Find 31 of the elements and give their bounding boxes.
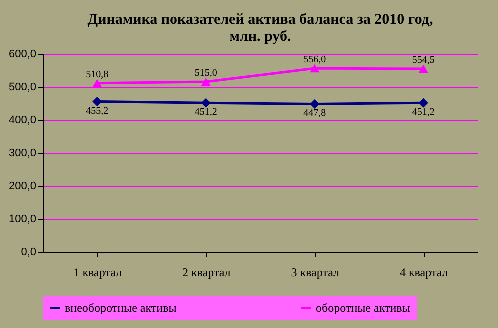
y-tick-label: 0,0: [21, 246, 36, 258]
x-tick-label: 2 квартал: [182, 266, 231, 280]
legend-label: внеоборотные активы: [65, 301, 177, 315]
x-tick-label: 3 квартал: [291, 266, 340, 280]
data-label: 556,0: [304, 54, 326, 66]
data-label: 455,2: [86, 106, 109, 117]
point: [418, 64, 428, 74]
point: [92, 79, 102, 88]
point: [310, 99, 320, 109]
point: [92, 97, 102, 107]
legend-label: оборотные активы: [316, 301, 410, 315]
data-label: 515,0: [194, 68, 218, 80]
x-tick-label: 4 квартал: [400, 266, 448, 280]
y-tick-label: 200,0: [8, 180, 36, 192]
y-tick-label: 300,0: [8, 148, 36, 160]
point: [201, 78, 211, 86]
text: Динамика показателей актива баланса за 2010 год,: [88, 12, 434, 28]
data-label: 554,5: [412, 55, 435, 66]
point: [310, 64, 320, 73]
x-tick-label: 1 квартал: [74, 266, 122, 280]
data-label: 451,2: [194, 107, 218, 118]
y-tick-label: 600,0: [8, 48, 36, 60]
point: [201, 98, 211, 108]
data-label: 510,8: [86, 69, 109, 80]
y-tick-label: 400,0: [8, 114, 36, 126]
y-tick-label: 500,0: [8, 82, 36, 94]
data-label: 451,2: [412, 107, 435, 118]
data-label: 447,8: [304, 108, 326, 120]
y-tick-label: 100,0: [8, 214, 36, 226]
text: млн. руб.: [230, 29, 292, 45]
point: [418, 98, 428, 108]
